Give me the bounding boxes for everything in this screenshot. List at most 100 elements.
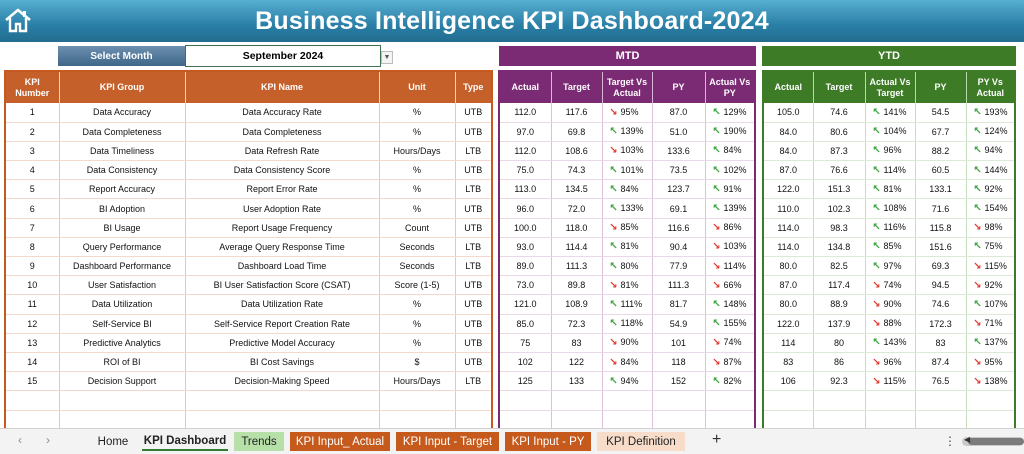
empty-cell (966, 410, 1016, 430)
table-row: 14 ROI of BI BI Cost Savings $ UTB (5, 352, 493, 373)
percent-value: 101% (620, 164, 644, 175)
table-row: 84.0 87.3 ↖ 96% 88.2 ↖ 94% (763, 141, 1016, 162)
month-select[interactable]: September 2024 (185, 45, 381, 67)
scrollbar-thumb[interactable] (968, 438, 1024, 445)
mtd-header-target-vs-actual: Target Vs Actual (602, 71, 653, 103)
tab-kpi-dashboard[interactable]: KPI Dashboard (142, 432, 228, 451)
arrow-up-left-icon: ↖ (712, 164, 721, 176)
kpi-group-cell: Data Completeness (59, 122, 186, 142)
ytd-py-cell: 69.3 (915, 256, 967, 277)
tab-home[interactable]: Home (97, 435, 129, 448)
mtd-target-cell: 74.3 (551, 160, 603, 181)
arrow-down-right-icon: ↘ (973, 356, 982, 368)
mtd-header-actual: Actual (499, 71, 552, 103)
table-row: 110.0 102.3 ↖ 108% 71.6 ↖ 154% (763, 198, 1016, 219)
mtd-actual-vs-py-cell: ↖ 84% (705, 141, 756, 162)
add-sheet-icon[interactable]: + (712, 431, 722, 448)
unit-cell: % (379, 333, 456, 353)
mtd-target-cell: 117.6 (551, 103, 603, 123)
percent-value: 138% (984, 375, 1008, 386)
mtd-target-vs-actual-cell: ↖ 94% (602, 371, 653, 392)
table-row: 1 Data Accuracy Data Accuracy Rate% UTB (5, 103, 493, 123)
chevron-down-icon[interactable]: ▼ (381, 51, 393, 64)
mtd-py-cell: 77.9 (652, 256, 706, 277)
table-row: 125 133 ↖ 94% 152 ↖ 82% (499, 371, 756, 392)
ytd-actual-cell: 122.0 (763, 314, 814, 334)
tab-kpi-input-target[interactable]: KPI Input - Target (396, 432, 499, 451)
arrow-down-right-icon: ↘ (872, 298, 881, 310)
ytd-py-cell: 88.2 (915, 141, 967, 162)
table-row: 102 122 ↘ 84% 118 ↘ 87% (499, 352, 756, 373)
arrow-up-left-icon: ↖ (609, 241, 618, 253)
empty-cell (499, 410, 552, 430)
home-icon[interactable] (4, 7, 32, 33)
ytd-target-cell: 80.6 (813, 122, 866, 142)
ytd-py-vs-actual-cell: ↖ 124% (966, 122, 1016, 142)
arrow-down-right-icon: ↘ (973, 375, 982, 387)
empty-cell (865, 390, 916, 411)
empty-cell (59, 410, 186, 430)
more-options-icon[interactable]: ⋮ (944, 434, 956, 448)
kpi-group-cell: Data Utilization (59, 294, 186, 315)
type-cell: UTB (455, 160, 493, 181)
mtd-header-row: Actual Target Target Vs Actual PY Actual… (499, 71, 756, 103)
chevron-right-icon[interactable]: › (46, 433, 50, 447)
ytd-actual-cell: 114 (763, 333, 814, 353)
mtd-target-cell: 72.3 (551, 314, 603, 334)
ytd-py-cell: 94.5 (915, 275, 967, 296)
arrow-up-left-icon: ↖ (973, 145, 982, 157)
mtd-target-cell: 111.3 (551, 256, 603, 277)
arrow-up-left-icon: ↖ (609, 183, 618, 195)
percent-value: 81% (620, 279, 639, 290)
table-row: 121.0 108.9 ↖ 111% 81.7 ↖ 148% (499, 294, 756, 315)
mtd-actual-vs-py-cell: ↘ 74% (705, 333, 756, 353)
tab-trends[interactable]: Trends (234, 432, 284, 451)
arrow-up-left-icon: ↖ (712, 298, 721, 310)
mtd-target-vs-actual-cell: ↘ 103% (602, 141, 653, 162)
type-cell: LTB (455, 256, 493, 277)
kpi-number-cell: 2 (5, 122, 60, 142)
ytd-py-vs-actual-cell: ↖ 144% (966, 160, 1016, 181)
arrow-up-left-icon: ↖ (973, 106, 982, 118)
empty-cell (551, 390, 603, 411)
empty-cell (59, 390, 186, 411)
unit-cell: Count (379, 218, 456, 238)
mtd-actual-cell: 85.0 (499, 314, 552, 334)
mtd-actual-cell: 97.0 (499, 122, 552, 142)
ytd-py-cell: 151.6 (915, 237, 967, 258)
mtd-target-vs-actual-cell: ↖ 84% (602, 179, 653, 200)
percent-value: 154% (984, 203, 1008, 214)
chevron-left-icon[interactable]: ‹ (18, 433, 22, 447)
kpi-info-table: KPI Number KPI Group KPI Name Unit Type … (4, 70, 493, 431)
table-row: 113.0 134.5 ↖ 84% 123.7 ↖ 91% (499, 179, 756, 200)
mtd-target-cell: 83 (551, 333, 603, 353)
table-row: 75 83 ↘ 90% 101 ↘ 74% (499, 333, 756, 353)
unit-cell: % (379, 103, 456, 123)
table-row: 2 Data Completeness Data Completeness% UTB (5, 122, 493, 142)
arrow-up-left-icon: ↖ (872, 126, 881, 138)
tab-kpi-definition[interactable]: KPI Definition (597, 432, 685, 451)
ytd-actual-vs-target-cell: ↖ 114% (865, 160, 916, 181)
ytd-section-header: YTD (762, 46, 1016, 66)
empty-cell (813, 410, 866, 430)
kpi-name-cell: Data Completeness (185, 122, 380, 142)
ytd-actual-vs-target-cell: ↖ 143% (865, 333, 916, 353)
table-row: 80.0 88.9 ↘ 90% 74.6 ↖ 107% (763, 294, 1016, 315)
scroll-left-icon[interactable]: ◀ (964, 435, 971, 444)
table-row: 13 Predictive Analytics Predictive Model A… (5, 333, 493, 353)
ytd-header-actual: Actual (763, 71, 814, 103)
mtd-actual-cell: 89.0 (499, 256, 552, 277)
table-row: 106 92.3 ↘ 115% 76.5 ↘ 138% (763, 371, 1016, 392)
page-title: Business Intelligence KPI Dashboard-2024 (255, 6, 769, 35)
percent-value: 85% (883, 241, 902, 252)
mtd-target-vs-actual-cell: ↘ 85% (602, 218, 653, 238)
percent-value: 137% (984, 337, 1008, 348)
ytd-header-target: Target (813, 71, 866, 103)
mtd-target-vs-actual-cell: ↖ 80% (602, 256, 653, 277)
empty-cell (602, 410, 653, 430)
tab-kpi-input-py[interactable]: KPI Input - PY (505, 432, 591, 451)
percent-value: 115% (984, 260, 1007, 271)
arrow-down-right-icon: ↘ (712, 241, 721, 253)
tab-kpi-input-actual[interactable]: KPI Input_ Actual (290, 432, 390, 451)
type-cell: LTB (455, 371, 493, 392)
